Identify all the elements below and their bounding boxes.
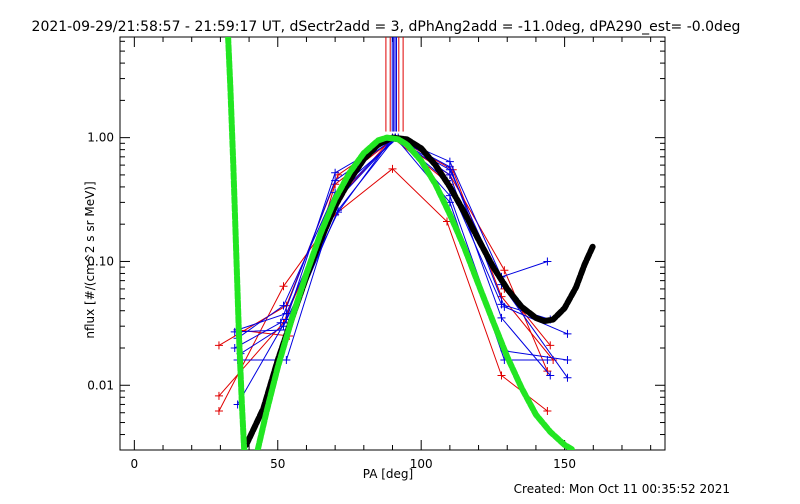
created-timestamp: Created: Mon Oct 11 00:35:52 2021 [514,482,730,496]
plot-area: 0 50 100 150 1.00 0.10 0.01 [87,36,666,471]
data-point [443,217,451,226]
data-point [497,371,506,380]
y-axis-label: nflux [#/(cm^2 s sr MeV)] [83,181,97,338]
data-point [546,341,555,350]
data-point [543,367,552,376]
data-point [214,391,223,400]
data-point [563,373,572,382]
data-point [445,165,454,174]
x-tick-label: 50 [270,457,285,471]
x-axis-label: PA [deg] [363,467,413,481]
chart-title: 2021-09-29/21:58:57 - 21:59:17 UT, dSect… [32,19,741,35]
fit-curve [225,37,248,450]
data-point [214,406,223,415]
x-tick-label: 100 [410,457,433,471]
data-point [279,301,288,310]
data-point [214,341,223,350]
data-point [388,164,397,173]
series-line [237,137,548,405]
data-point [497,313,506,322]
plot-clip-group [214,37,597,450]
y-tick-label: 0.01 [87,378,114,392]
fit-curve [254,134,577,450]
data-point [543,406,552,415]
y-tick-label: 0.10 [87,254,114,268]
y-tick-label: 1.00 [87,131,114,145]
data-point [546,371,555,380]
series-line [240,136,568,378]
data-point [543,257,552,266]
data-point [563,329,572,338]
x-tick-label: 150 [553,457,576,471]
data-point [282,355,291,364]
data-point [563,355,572,364]
data-point [500,302,509,311]
data-point [500,266,509,275]
data-point [331,168,340,177]
data-point [279,282,288,291]
data-point [331,176,340,185]
x-tick-label: 0 [131,457,139,471]
